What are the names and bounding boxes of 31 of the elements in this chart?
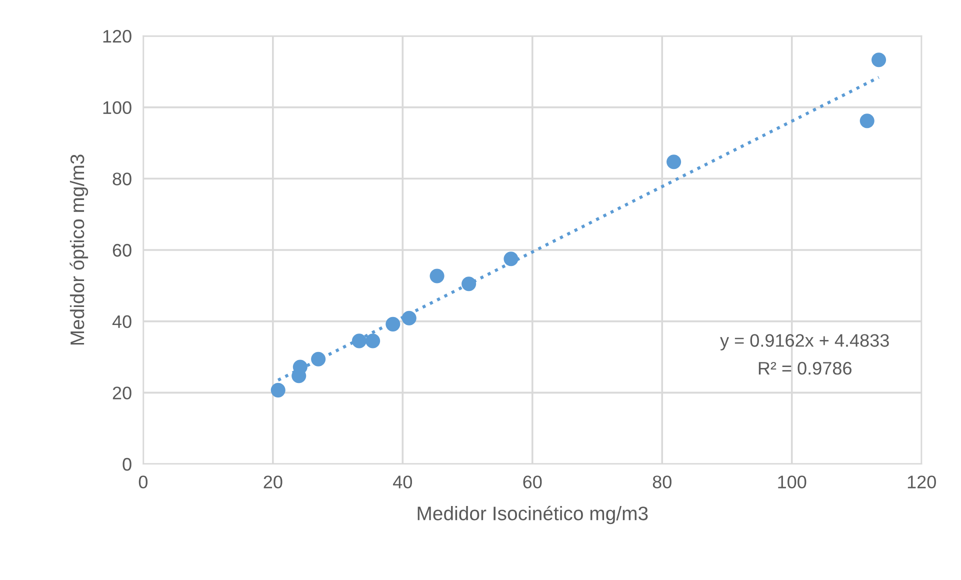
y-tick-label: 120	[103, 30, 132, 43]
x-tick-label: 80	[652, 476, 672, 488]
x-tick-label: 60	[523, 476, 542, 488]
y-axis-title: Medidor óptico mg/m3	[70, 154, 88, 345]
point	[386, 316, 400, 332]
point	[430, 268, 444, 284]
x-tick-label: 0	[138, 476, 148, 488]
point	[311, 352, 326, 366]
point	[504, 252, 518, 266]
y-tick-label: 60	[112, 244, 132, 257]
point	[402, 310, 416, 326]
point	[462, 276, 476, 292]
y-tick-label: 20	[112, 386, 132, 400]
annotation: R² = 0.9786	[758, 362, 852, 375]
point	[860, 114, 874, 128]
x-tick-label: 40	[393, 476, 412, 488]
x-tick-label: 120	[908, 476, 936, 488]
y-tick-label: 100	[103, 101, 132, 114]
y-tick-label: 80	[112, 172, 132, 186]
x-tick-label: 20	[264, 476, 282, 488]
x-axis-title: Medidor Isocinético mg/m3	[418, 506, 648, 524]
point	[872, 52, 886, 68]
x-tick-label: 100	[778, 476, 806, 488]
point	[270, 382, 286, 398]
point	[666, 154, 682, 170]
point	[366, 334, 380, 348]
y-tick-label: 40	[112, 315, 132, 328]
annotation: y = 0.9162x + 4.4833	[720, 334, 889, 350]
point	[292, 360, 308, 374]
point	[352, 334, 366, 348]
y-tick-label: 0	[122, 458, 132, 471]
